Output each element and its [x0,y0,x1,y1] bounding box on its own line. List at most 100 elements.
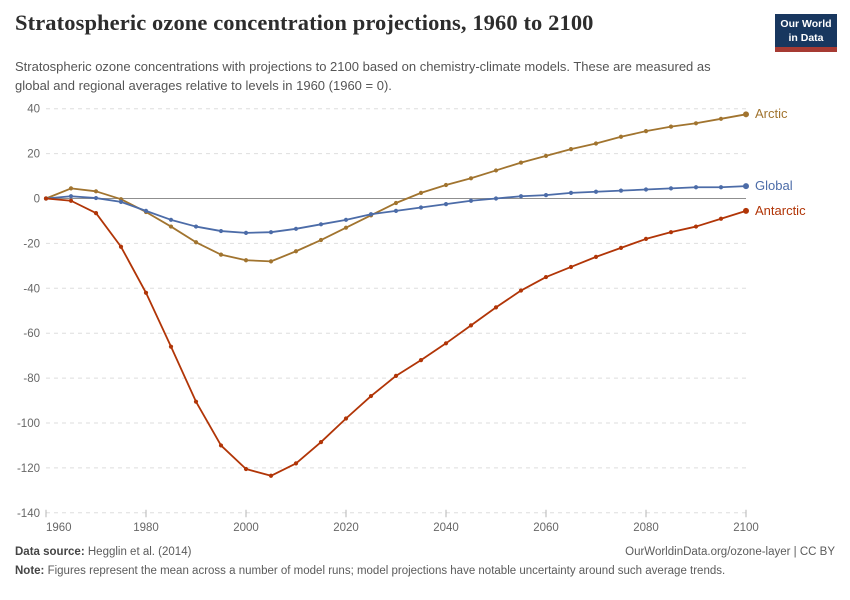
series-point-antarctic[interactable] [418,358,424,363]
series-point-arctic[interactable] [93,189,99,194]
series-point-global[interactable] [143,208,149,213]
series-point-antarctic[interactable] [693,224,699,229]
series-point-antarctic[interactable] [618,245,624,250]
y-tick-label--100: -100 [17,418,40,430]
chart-canvas[interactable]: 40 20 0 -20 -40 -60 -80 -100 -120 -140 1960 1980 200… [0,0,850,545]
series-point-arctic[interactable] [743,111,749,118]
series-point-global[interactable] [368,212,374,217]
series-point-antarctic[interactable] [718,216,724,221]
series-point-arctic[interactable] [168,224,174,229]
series-point-arctic[interactable] [568,147,574,152]
series-point-antarctic[interactable] [343,416,349,421]
series-point-antarctic[interactable] [743,207,749,214]
series-point-global[interactable] [293,226,299,231]
series-point-global[interactable] [443,202,449,207]
series-point-antarctic[interactable] [568,264,574,270]
series-line-arctic[interactable] [45,113,747,263]
series-point-arctic[interactable] [318,237,324,243]
series-point-antarctic[interactable] [468,323,474,328]
series-point-arctic[interactable] [443,182,449,188]
series-point-arctic[interactable] [518,160,524,165]
series-point-arctic[interactable] [218,252,224,257]
series-point-antarctic[interactable] [218,443,224,448]
series-point-antarctic[interactable] [143,290,149,295]
series-point-global[interactable] [268,230,274,235]
series-point-antarctic[interactable] [68,198,74,203]
series-point-global[interactable] [393,208,399,213]
series-point-arctic[interactable] [543,153,549,158]
series-point-global[interactable] [218,228,224,234]
series-point-global[interactable] [643,187,649,192]
series-point-global[interactable] [493,196,499,201]
series-point-global[interactable] [693,185,699,190]
x-tick-label-2000: 2000 [233,522,259,534]
series-point-global[interactable] [318,222,324,227]
series-point-global[interactable] [168,217,174,222]
series-point-global[interactable] [618,188,624,193]
series-point-arctic[interactable] [718,116,724,121]
series-point-arctic[interactable] [493,168,499,173]
series-point-global[interactable] [568,190,574,195]
series-point-global[interactable] [343,217,349,222]
series-point-antarctic[interactable] [543,274,549,280]
series-point-global[interactable] [118,199,124,204]
series-point-antarctic[interactable] [318,439,324,445]
y-tick-label-40: 40 [27,104,40,116]
series-point-antarctic[interactable] [293,461,299,466]
series-point-arctic[interactable] [293,249,299,254]
y-tick-label--140: -140 [17,508,40,520]
series-point-antarctic[interactable] [118,244,124,249]
series-point-antarctic[interactable] [243,466,249,472]
series-point-antarctic[interactable] [493,305,499,310]
data-source-label: Data source: [15,546,85,558]
series-point-arctic[interactable] [693,121,699,126]
series-point-arctic[interactable] [268,259,274,264]
series-point-global[interactable] [418,205,424,210]
series-point-global[interactable] [718,185,724,190]
series-point-arctic[interactable] [343,225,349,230]
series-point-global[interactable] [743,183,749,190]
series-point-arctic[interactable] [193,240,199,245]
series-point-arctic[interactable] [618,134,624,139]
series-point-antarctic[interactable] [43,196,49,201]
series-point-global[interactable] [668,186,674,191]
series-point-antarctic[interactable] [93,210,99,216]
series-point-antarctic[interactable] [193,399,199,404]
series-point-global[interactable] [193,224,199,229]
series-point-arctic[interactable] [668,124,674,129]
series-point-antarctic[interactable] [393,373,399,378]
series-point-antarctic[interactable] [168,344,174,349]
series-point-antarctic[interactable] [593,254,599,259]
series-line-antarctic[interactable] [45,197,747,477]
series-point-arctic[interactable] [418,190,424,195]
owid-url-link[interactable]: OurWorldinData.org/ozone-layer | CC BY [625,546,835,558]
x-tick-label-1980: 1980 [133,522,159,534]
series-point-global[interactable] [68,194,74,199]
series-point-antarctic[interactable] [443,341,449,346]
series-point-antarctic[interactable] [368,393,374,399]
y-tick-label--20: -20 [23,238,40,250]
series-point-antarctic[interactable] [668,230,674,235]
series-point-arctic[interactable] [243,258,249,263]
series-point-arctic[interactable] [468,176,474,181]
series-point-antarctic[interactable] [268,473,274,478]
series-label-antarctic[interactable]: Antarctic [755,202,806,218]
series-label-arctic[interactable]: Arctic [755,106,788,122]
series-point-antarctic[interactable] [518,288,524,293]
series-point-arctic[interactable] [68,186,74,191]
series-point-global[interactable] [593,189,599,194]
series-point-global[interactable] [93,195,99,201]
series-point-global[interactable] [468,198,474,203]
series-point-antarctic[interactable] [643,236,649,242]
x-tick-label-2060: 2060 [533,522,559,534]
series-point-global[interactable] [543,193,549,198]
series-point-arctic[interactable] [593,141,599,146]
series-label-global[interactable]: Global [755,178,793,194]
series-point-global[interactable] [243,230,249,235]
series-point-global[interactable] [518,194,524,199]
y-tick-label--40: -40 [23,283,40,295]
series-point-arctic[interactable] [393,200,399,206]
series-point-arctic[interactable] [643,129,649,134]
note-value: Figures represent the mean across a numb… [44,565,726,577]
